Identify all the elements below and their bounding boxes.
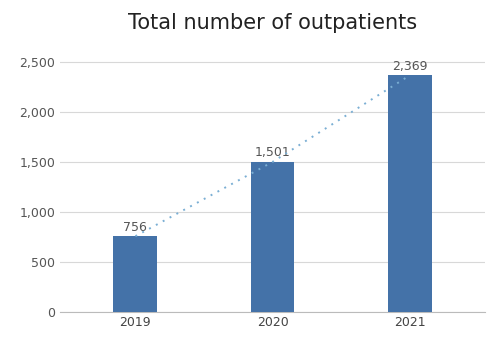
Text: 2,369: 2,369 (392, 60, 428, 73)
Bar (388, 75, 432, 312)
Text: 756: 756 (124, 221, 148, 234)
Text: 1,501: 1,501 (254, 147, 290, 159)
Title: Total number of outpatients: Total number of outpatients (128, 13, 417, 33)
Bar (250, 162, 294, 312)
Bar (114, 236, 158, 312)
